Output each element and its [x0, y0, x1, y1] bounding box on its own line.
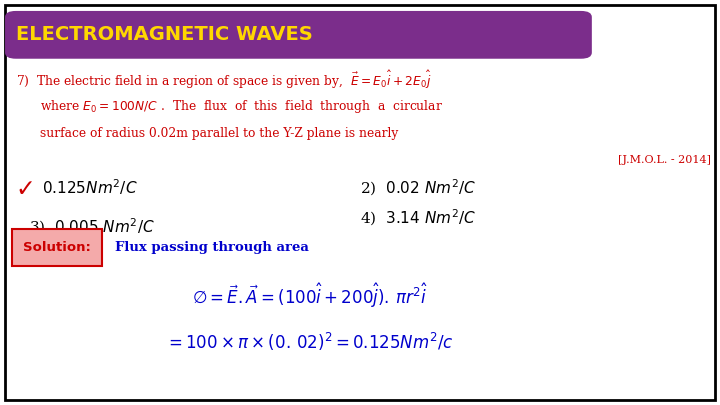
FancyBboxPatch shape — [5, 11, 592, 59]
Text: ✓: ✓ — [16, 177, 35, 201]
Text: Solution:: Solution: — [23, 241, 91, 254]
FancyBboxPatch shape — [5, 5, 715, 400]
Text: Flux passing through area: Flux passing through area — [115, 241, 309, 254]
Text: $0.125Nm^2/C$: $0.125Nm^2/C$ — [42, 177, 138, 197]
FancyBboxPatch shape — [12, 229, 102, 266]
Text: 4)  $3.14\ Nm^2/C$: 4) $3.14\ Nm^2/C$ — [360, 207, 476, 228]
Text: [J.M.O.L. - 2014]: [J.M.O.L. - 2014] — [618, 155, 711, 165]
Text: surface of radius 0.02m parallel to the Y-Z plane is nearly: surface of radius 0.02m parallel to the … — [40, 127, 398, 140]
Text: where $E_0 = 100N/C$ .  The  flux  of  this  field  through  a  circular: where $E_0 = 100N/C$ . The flux of this … — [40, 98, 443, 115]
Text: $\emptyset = \vec{E}.\vec{A} = (100\hat{i} + 200\hat{j}).\,\pi r^2\hat{i}$: $\emptyset = \vec{E}.\vec{A} = (100\hat{… — [192, 281, 428, 310]
Text: 7)  The electric field in a region of space is given by,  $\vec{E} = E_0\hat{i} : 7) The electric field in a region of spa… — [16, 69, 432, 91]
Text: ELECTROMAGNETIC WAVES: ELECTROMAGNETIC WAVES — [16, 25, 312, 44]
Text: 3)  $0.005\ Nm^2/C$: 3) $0.005\ Nm^2/C$ — [29, 217, 155, 237]
Text: $= 100\times\pi\times(0.\,02)^2 = 0.125Nm^2/c$: $= 100\times\pi\times(0.\,02)^2 = 0.125N… — [165, 331, 454, 353]
Text: 2)  $0.02\ Nm^2/C$: 2) $0.02\ Nm^2/C$ — [360, 177, 476, 198]
